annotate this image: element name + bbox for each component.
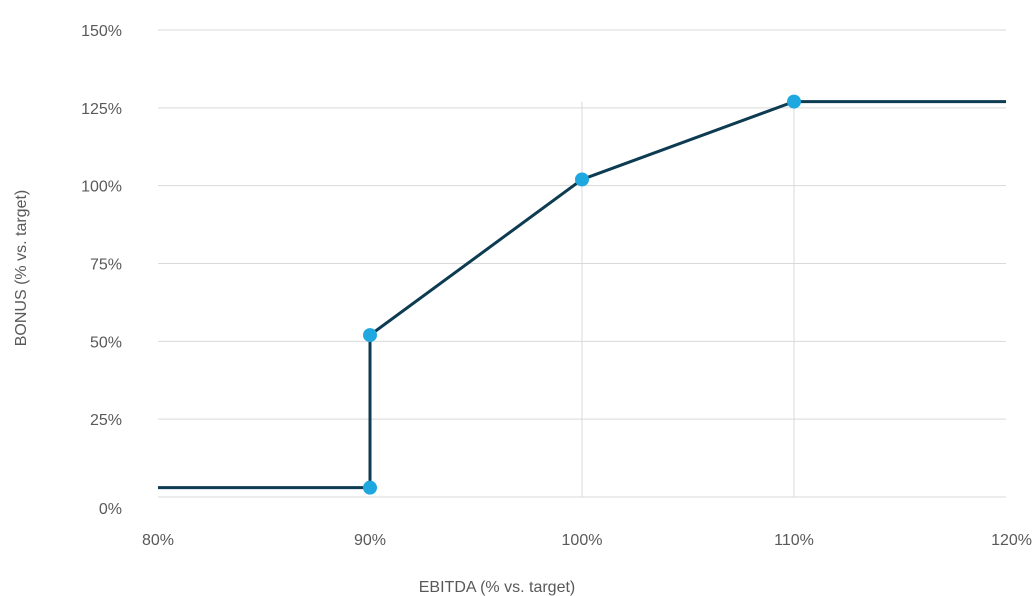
y-tick-label: 50% [90,334,122,351]
y-tick-label: 0% [99,501,122,518]
x-axis-ticks: 80% 90% 100% 110% 120% [142,532,1032,549]
data-markers [363,94,801,495]
gridlines [158,29,1006,498]
y-tick-label: 75% [90,257,122,274]
data-point [363,328,377,343]
series-line [158,100,1006,490]
series-line-group [158,100,1006,490]
y-tick-label: 25% [90,412,122,429]
y-axis-title: BONUS (% vs. target) [13,190,30,346]
x-tick-label: 120% [991,532,1032,549]
x-tick-label: 100% [562,532,603,549]
data-point [363,480,377,495]
x-tick-label: 90% [354,532,386,549]
data-point [787,94,801,109]
y-axis-ticks: 0% 25% 50% 75% 100% 125% 150% [81,23,122,518]
data-point [575,172,589,187]
x-axis-title: EBITDA (% vs. target) [419,579,575,596]
y-tick-label: 100% [81,179,122,196]
y-tick-label: 125% [81,101,122,118]
x-tick-label: 110% [774,532,814,549]
y-tick-label: 150% [81,23,122,40]
x-tick-label: 80% [142,532,174,549]
